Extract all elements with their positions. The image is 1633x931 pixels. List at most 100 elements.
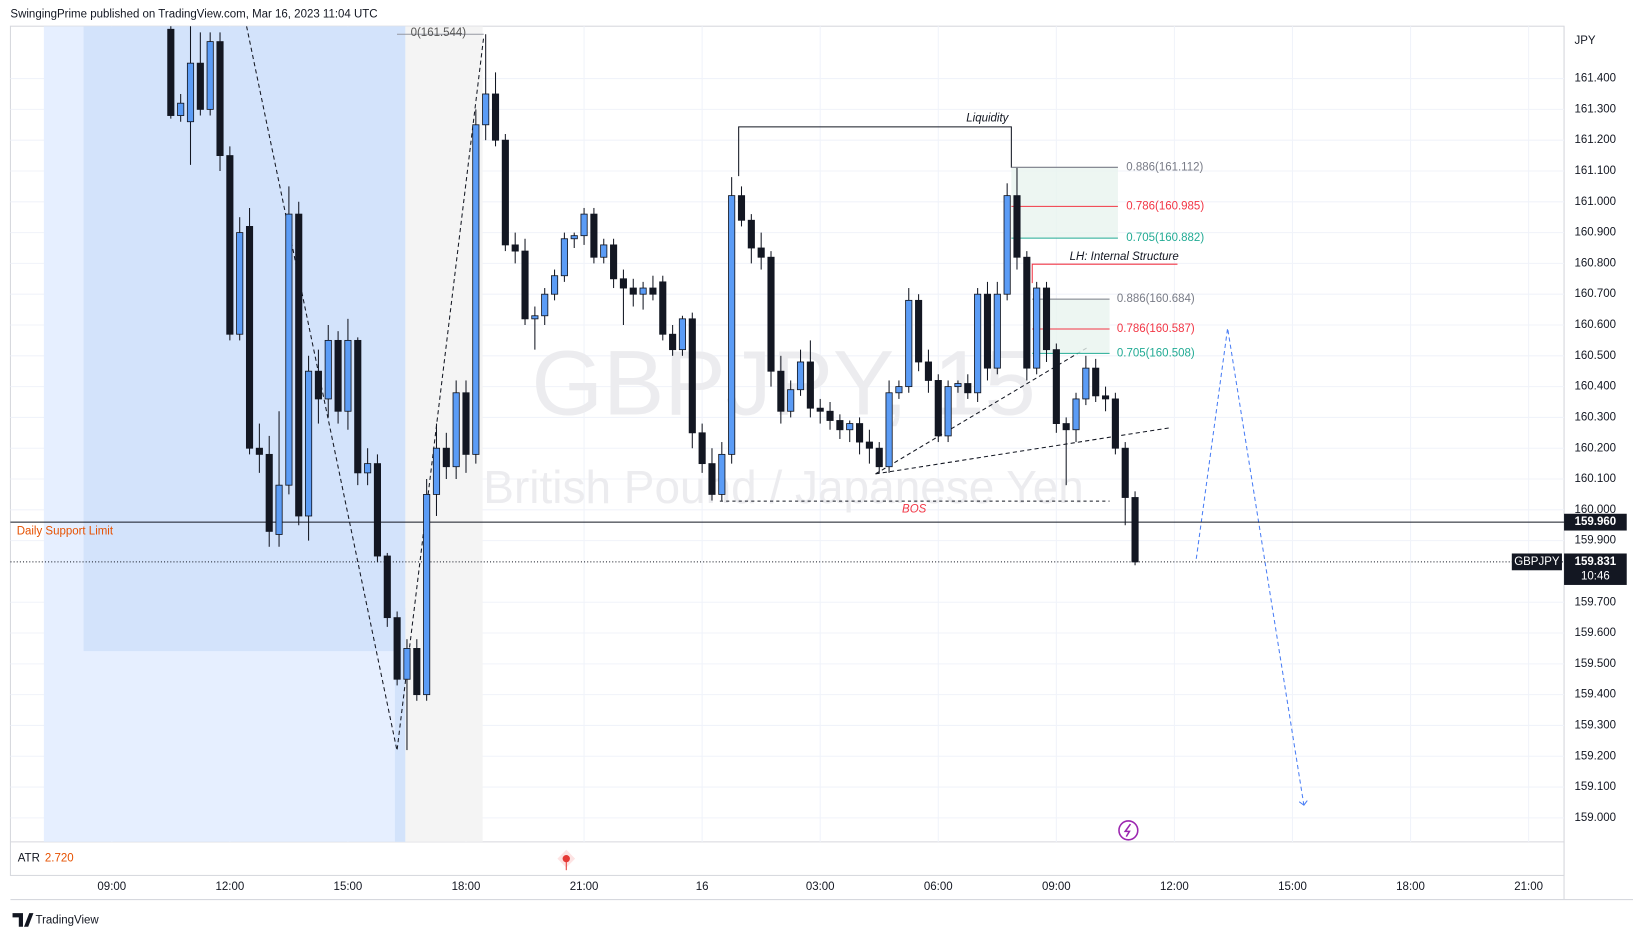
- swing-zigzag: [246, 26, 485, 751]
- candle-body: [216, 41, 224, 157]
- candle-body: [856, 423, 864, 443]
- fib-label: 0.786(160.587): [1117, 323, 1195, 335]
- footer-brand[interactable]: TradingView: [36, 915, 100, 927]
- overlay: JPY Daily Support Limit 159.960 GBPJPY 159.8…: [17, 35, 1627, 865]
- candle-body: [678, 318, 687, 351]
- fib-label: 0.705(160.882): [1126, 232, 1204, 244]
- candle-body: [826, 410, 834, 421]
- candle-body: [698, 432, 706, 465]
- candle-body: [964, 383, 972, 394]
- candle-body: [1082, 367, 1090, 400]
- candle-body: [236, 232, 244, 335]
- candle-body: [560, 238, 568, 277]
- candle-body: [245, 226, 254, 449]
- y-tick-label: 160.500: [1574, 350, 1616, 362]
- session-highlights: [43, 26, 483, 842]
- candle-body: [708, 463, 716, 495]
- candle-body: [1052, 349, 1060, 424]
- candle-body: [255, 447, 263, 455]
- y-tick-label: 159.600: [1574, 627, 1616, 639]
- candle-body: [1042, 287, 1051, 351]
- symbol-box: [1511, 553, 1562, 571]
- fib-label: 0.705(160.508): [1117, 347, 1195, 359]
- y-tick-label: 159.200: [1574, 750, 1616, 762]
- candle-body: [1101, 395, 1110, 400]
- candle-body: [432, 447, 441, 495]
- candle-body: [669, 333, 677, 351]
- candle-body: [472, 124, 480, 455]
- x-tick-label: 09:00: [1042, 881, 1071, 893]
- publish-header: SwingingPrime published on TradingView.c…: [10, 9, 377, 21]
- support-price-label: 159.960: [1575, 516, 1617, 528]
- candle-body: [314, 370, 322, 400]
- candle-body: [324, 339, 332, 400]
- y-tick-label: 161.300: [1574, 103, 1616, 115]
- x-tick-label: 09:00: [97, 881, 126, 893]
- candle-body: [747, 219, 755, 249]
- candle-body: [905, 299, 913, 388]
- candle-body: [295, 213, 303, 517]
- candle-body: [1092, 367, 1100, 397]
- candle-body: [1023, 256, 1031, 369]
- y-tick-label: 159.100: [1574, 781, 1616, 793]
- atr-value: 2.720: [45, 853, 74, 865]
- candle-body: [531, 315, 539, 320]
- symbol-label: GBPJPY: [1514, 556, 1560, 568]
- fib-zone: [1011, 167, 1118, 239]
- y-tick-label: 159.400: [1574, 689, 1616, 701]
- y-tick-label: 160.200: [1574, 442, 1616, 454]
- candle-body: [875, 447, 883, 468]
- support-price-box: [1564, 513, 1627, 531]
- y-tick-label: 159.900: [1574, 535, 1616, 547]
- watermark-subtitle: British Pound / Japanese Yen: [483, 461, 1084, 513]
- event-marker[interactable]: [562, 854, 570, 863]
- alert-icon-bolt: [1123, 823, 1132, 838]
- candle-body: [718, 453, 726, 495]
- candle-body: [806, 361, 814, 409]
- candle-body: [1033, 287, 1041, 369]
- x-tick-label: 21:00: [570, 881, 599, 893]
- candle-body: [659, 281, 667, 335]
- fib-label: 0.886(160.684): [1117, 293, 1195, 305]
- y-tick-label: 160.700: [1574, 288, 1616, 300]
- candle-body: [649, 287, 657, 295]
- annotation: LH: Internal Structure: [1070, 251, 1179, 263]
- lh-line: [1031, 263, 1178, 284]
- candle-body: [541, 293, 549, 317]
- x-tick-label: 15:00: [1278, 881, 1307, 893]
- candle-body: [521, 250, 529, 320]
- candle-body: [816, 407, 824, 412]
- y-tick-label: 161.000: [1574, 196, 1616, 208]
- candle-body: [413, 648, 421, 696]
- logo[interactable]: [12, 913, 34, 927]
- candle-body: [1062, 423, 1070, 431]
- candle-body: [934, 380, 942, 437]
- candle-body: [944, 386, 952, 437]
- candle-body: [846, 423, 854, 431]
- candle-body: [275, 484, 283, 535]
- candle-body: [1003, 195, 1011, 295]
- annotation: BOS: [902, 504, 927, 516]
- y-tick-label: 159.700: [1574, 596, 1616, 608]
- candle-body: [550, 275, 559, 295]
- x-tick-label: 18:00: [1396, 881, 1425, 893]
- candle-body: [767, 256, 775, 372]
- x-tick-label: 12:00: [215, 881, 244, 893]
- candle-body: [462, 392, 470, 455]
- candle-body: [580, 213, 588, 237]
- candle-body: [167, 28, 175, 116]
- alert-icon[interactable]: [1118, 820, 1139, 841]
- fib-label: 0.786(160.985): [1126, 200, 1204, 212]
- y-tick-label: 161.200: [1574, 134, 1616, 146]
- x-tick-label: 15:00: [334, 881, 363, 893]
- candle-body: [265, 453, 273, 532]
- candle-body: [728, 195, 736, 455]
- candle-body: [983, 293, 992, 369]
- gray-zone: [405, 26, 483, 842]
- candle-body: [423, 494, 431, 696]
- candle-body: [865, 441, 873, 449]
- candle-body: [915, 299, 923, 363]
- y-tick-label: 160.000: [1574, 504, 1616, 516]
- candle-body: [452, 392, 460, 468]
- y-tick-label: 160.300: [1574, 411, 1616, 423]
